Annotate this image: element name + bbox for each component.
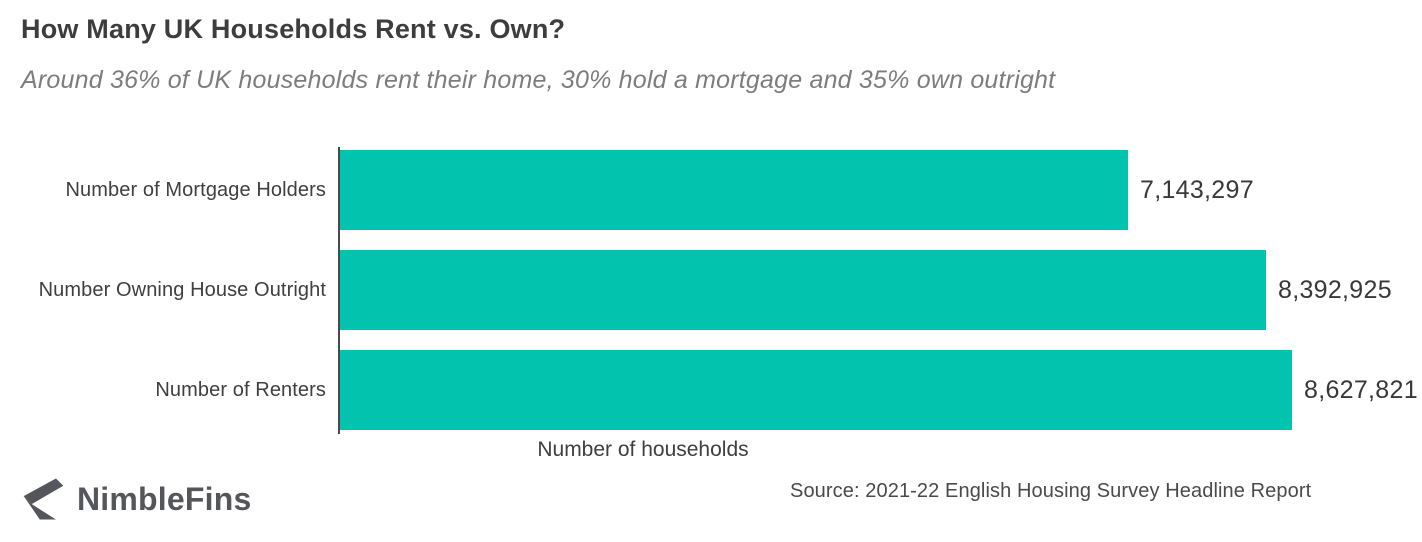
chart-subtitle: Around 36% of UK households rent their h… — [21, 66, 1056, 94]
value-label-renters: 8,627,821 — [1304, 375, 1418, 404]
nimblefins-logo-text: NimbleFins — [77, 480, 252, 517]
bar-row-owning-outright: Number Owning House Outright 8,392,925 — [0, 250, 1422, 330]
bar-renters — [340, 350, 1292, 430]
y-axis-line — [338, 147, 340, 434]
category-label-mortgage-holders: Number of Mortgage Holders — [65, 178, 326, 201]
nimblefins-fin-icon — [20, 476, 64, 522]
bar-row-mortgage-holders: Number of Mortgage Holders 7,143,297 — [0, 150, 1422, 230]
category-label-renters: Number of Renters — [155, 378, 326, 401]
source-attribution: Source: 2021-22 English Housing Survey H… — [790, 480, 1312, 502]
x-axis-label: Number of households — [537, 438, 749, 461]
bar-row-renters: Number of Renters 8,627,821 — [0, 350, 1422, 430]
nimblefins-logo[interactable]: NimbleFins — [20, 476, 251, 522]
bar-mortgage-holders — [340, 150, 1128, 230]
value-label-mortgage-holders: 7,143,297 — [1140, 175, 1254, 204]
bar-owning-outright — [340, 250, 1266, 330]
value-label-owning-outright: 8,392,925 — [1278, 275, 1392, 304]
category-label-owning-outright: Number Owning House Outright — [38, 278, 326, 301]
chart-title: How Many UK Households Rent vs. Own? — [21, 14, 566, 44]
